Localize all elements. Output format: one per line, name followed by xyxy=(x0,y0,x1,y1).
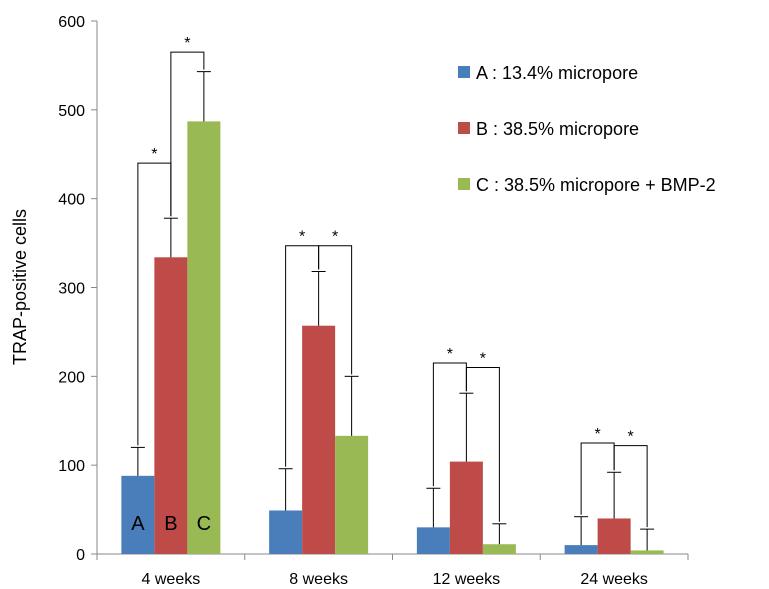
significance-star: * xyxy=(299,229,305,246)
significance-bracket xyxy=(170,51,205,217)
bar xyxy=(630,550,664,554)
bar xyxy=(597,518,631,554)
y-tick-label: 500 xyxy=(58,103,85,120)
significance-bracket xyxy=(613,445,648,528)
bar xyxy=(187,121,221,555)
x-tick-label: 8 weeks xyxy=(289,571,348,588)
bar xyxy=(564,545,598,554)
legend: A : 13.4% micropore B : 38.5% micropore C … xyxy=(458,63,716,195)
error-bars xyxy=(130,71,655,551)
significance-star: * xyxy=(447,346,453,363)
legend-swatch xyxy=(458,66,470,78)
significance-star: * xyxy=(151,146,157,163)
significance-star: * xyxy=(595,426,601,443)
significance-brackets: * * * * * * * * xyxy=(137,35,648,528)
bar-letter: B xyxy=(164,513,177,535)
legend-label: A : 13.4% micropore xyxy=(476,63,638,83)
legend-label: C : 38.5% micropore + BMP-2 xyxy=(476,175,716,195)
significance-star: * xyxy=(628,429,634,446)
y-tick-label: 400 xyxy=(58,192,85,209)
y-tick-label: 300 xyxy=(58,281,85,298)
y-tick-label: 100 xyxy=(58,458,85,475)
legend-swatch xyxy=(458,122,470,134)
y-tick-label: 200 xyxy=(58,369,85,386)
bar xyxy=(121,475,155,554)
x-axis: 4 weeks 8 weeks 12 weeks 24 weeks xyxy=(96,553,689,588)
significance-star: * xyxy=(332,229,338,246)
y-axis: 0 100 200 300 400 500 600 xyxy=(58,14,98,564)
significance-bracket xyxy=(318,245,353,375)
significance-bracket xyxy=(580,442,615,515)
bar xyxy=(335,435,369,554)
y-tick-label: 0 xyxy=(76,547,85,564)
bar xyxy=(482,544,516,554)
bar-letter: C xyxy=(197,513,211,535)
x-tick-label: 4 weeks xyxy=(142,571,201,588)
legend-swatch xyxy=(458,178,470,190)
bar xyxy=(269,510,303,554)
bar xyxy=(449,461,483,554)
x-tick-label: 12 weeks xyxy=(433,571,501,588)
bar xyxy=(302,325,336,554)
bar xyxy=(154,257,188,554)
x-tick-label: 24 weeks xyxy=(580,571,648,588)
significance-bracket xyxy=(465,366,500,522)
bar xyxy=(416,527,450,554)
legend-label: B : 38.5% micropore xyxy=(476,119,639,139)
bars xyxy=(121,121,664,555)
y-axis-label: TRAP-positive cells xyxy=(10,209,30,365)
y-tick-label: 600 xyxy=(58,14,85,31)
bar-letter: A xyxy=(131,513,145,535)
significance-star: * xyxy=(184,35,190,52)
significance-star: * xyxy=(480,350,486,367)
